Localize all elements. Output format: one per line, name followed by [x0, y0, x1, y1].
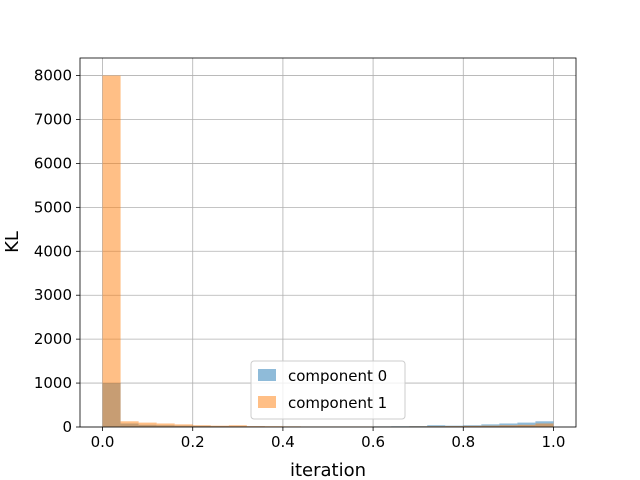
histogram-bars [102, 75, 554, 428]
y-tick-label: 6000 [34, 154, 72, 172]
y-tick-label: 2000 [34, 330, 72, 348]
plot-frame [79, 57, 577, 428]
y-axis-label: KL [2, 231, 23, 253]
bar-component-1-22 [499, 425, 518, 427]
y-tick-label: 8000 [34, 67, 72, 85]
legend: component 0 component 1 [250, 360, 406, 420]
legend-box [250, 360, 406, 420]
bar-component-1-4 [174, 424, 193, 427]
y-axis-ticks: 0 1000 2000 3000 4000 5000 6000 7000 8000 [34, 67, 80, 436]
y-tick-label: 5000 [34, 198, 72, 216]
legend-label-component-1: component 1 [288, 394, 387, 412]
bar-component-1-8 [246, 426, 265, 427]
y-tick-label: 4000 [34, 242, 72, 260]
x-axis-label: iteration [290, 460, 366, 480]
legend-swatch-component-0 [258, 369, 276, 381]
bar-component-1-24 [535, 423, 554, 427]
bar-component-1-2 [138, 422, 157, 427]
x-tick-label: 0.6 [361, 433, 385, 451]
y-tick-label: 7000 [34, 111, 72, 129]
legend-swatch-component-1 [258, 396, 276, 408]
bar-component-1-23 [517, 424, 536, 427]
bar-component-1-6 [210, 425, 229, 427]
x-tick-label: 0.4 [271, 433, 295, 451]
bar-component-1-19 [445, 426, 464, 427]
y-tick-label: 3000 [34, 286, 72, 304]
x-axis-ticks: 0.0 0.2 0.4 0.6 0.8 1.0 [91, 427, 566, 451]
bar-component-1-5 [192, 425, 211, 427]
bar-component-1-21 [481, 425, 500, 427]
bar-component-1-1 [120, 421, 139, 427]
bar-component-1-3 [156, 423, 175, 427]
bar-component-0-18 [427, 425, 446, 427]
bar-component-1-20 [463, 425, 482, 427]
legend-label-component-0: component 0 [288, 367, 387, 385]
bar-component-1-0 [102, 75, 121, 428]
x-tick-label: 1.0 [542, 433, 566, 451]
x-tick-label: 0.2 [181, 433, 205, 451]
bar-component-1-7 [228, 425, 247, 427]
y-tick-label: 1000 [34, 374, 72, 392]
x-tick-label: 0.8 [451, 433, 475, 451]
x-tick-label: 0.0 [91, 433, 115, 451]
y-tick-label: 0 [62, 418, 72, 436]
